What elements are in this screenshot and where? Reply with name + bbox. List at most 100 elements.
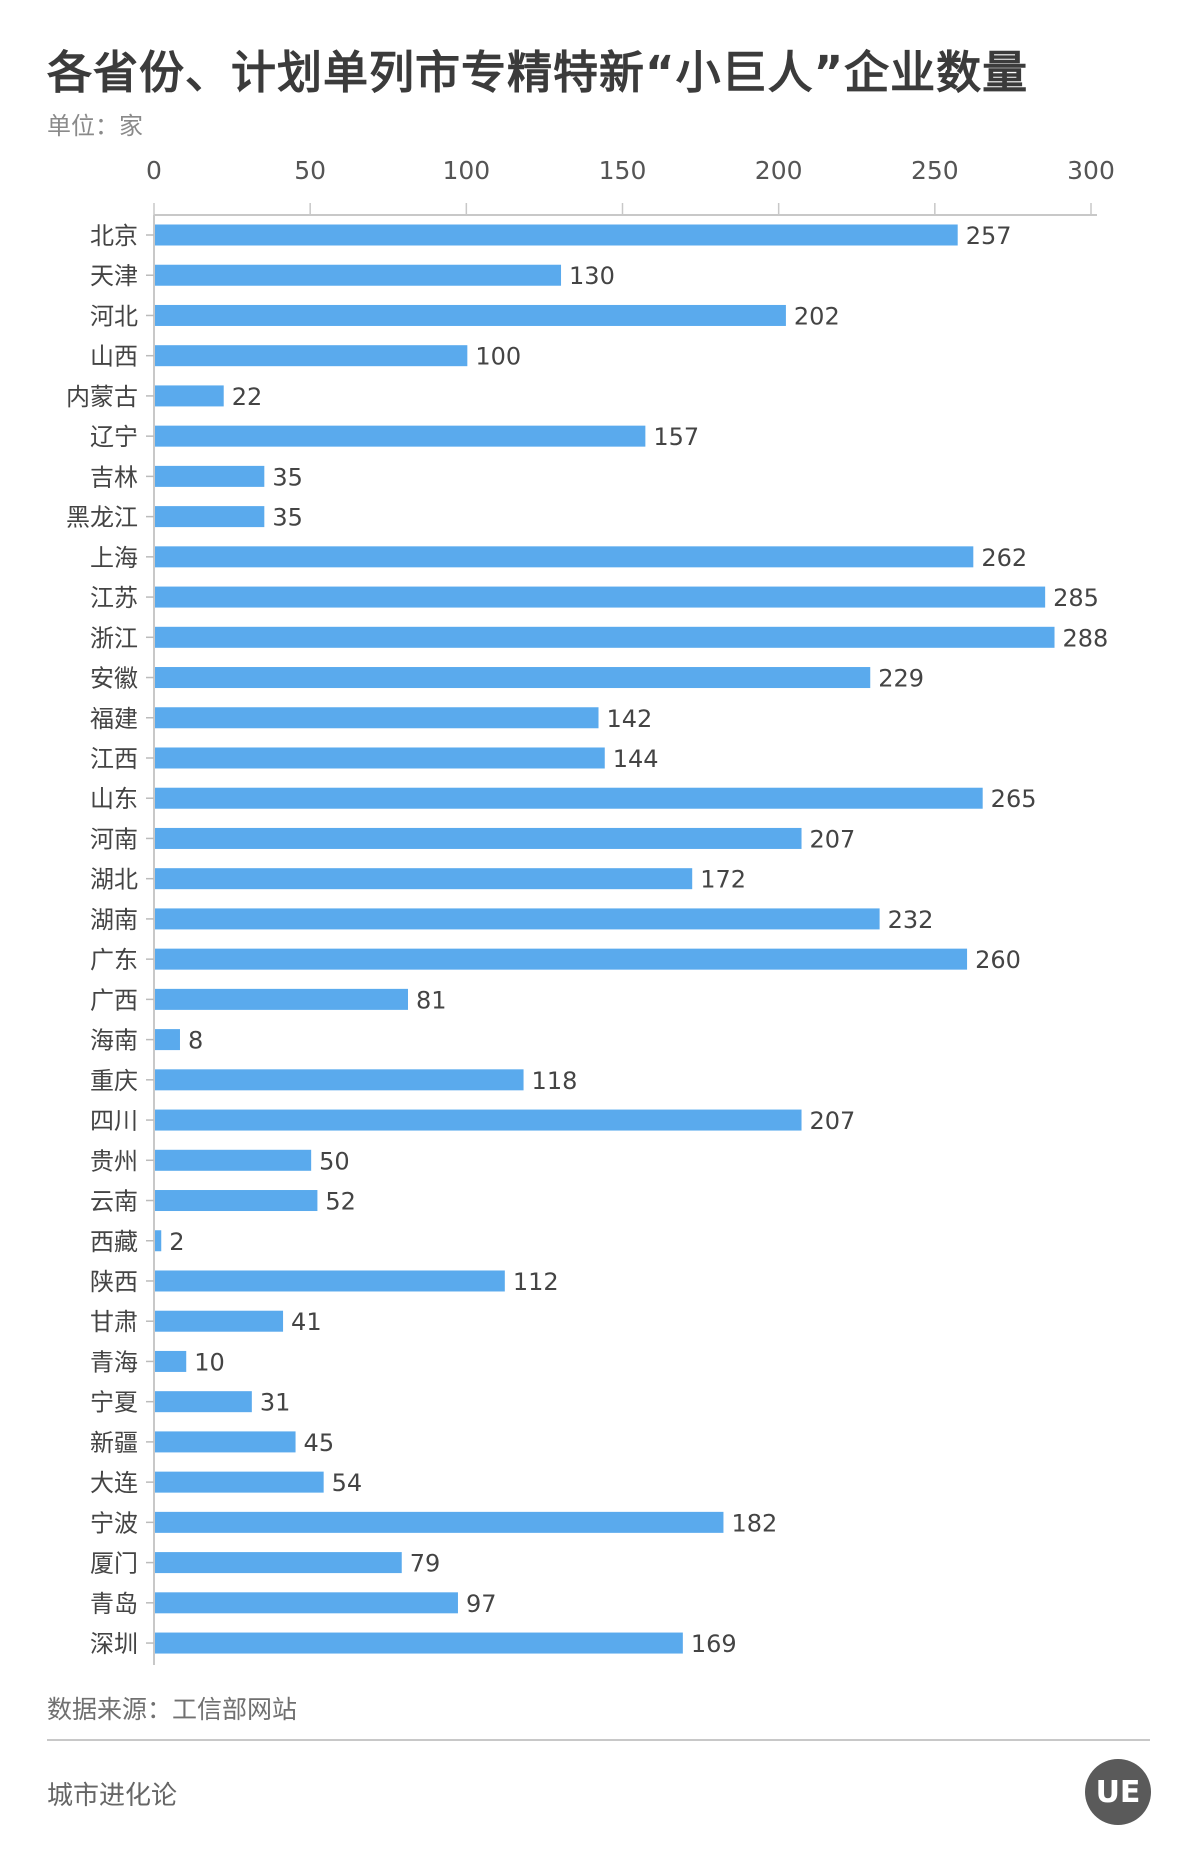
- bar: [155, 345, 468, 367]
- category-label: 大连: [90, 1469, 138, 1497]
- bar: [155, 586, 1046, 608]
- value-label: 31: [260, 1389, 291, 1417]
- category-label: 福建: [90, 705, 138, 733]
- category-label: 山西: [90, 343, 138, 371]
- value-label: 144: [613, 745, 659, 773]
- bar: [155, 1190, 318, 1212]
- category-label: 广西: [90, 986, 138, 1014]
- bar: [155, 988, 408, 1010]
- category-label: 宁夏: [90, 1389, 138, 1417]
- category-label: 新疆: [90, 1429, 138, 1457]
- x-tick-label: 250: [911, 156, 959, 185]
- category-label: 陕西: [90, 1268, 138, 1296]
- value-label: 35: [272, 504, 303, 532]
- value-label: 232: [888, 906, 934, 934]
- bar: [155, 1471, 324, 1493]
- bar: [155, 1149, 312, 1171]
- bar: [155, 1552, 402, 1574]
- bar: [155, 667, 871, 689]
- value-label: 81: [416, 986, 447, 1014]
- data-source: 数据来源：工信部网站: [47, 1695, 298, 1724]
- category-label: 广东: [90, 946, 138, 974]
- brand-logo: UE: [1085, 1759, 1151, 1825]
- x-tick-label: 0: [146, 156, 162, 185]
- value-label: 260: [975, 946, 1021, 974]
- category-label: 湖北: [90, 866, 138, 894]
- value-label: 2: [169, 1228, 184, 1256]
- value-label: 22: [232, 383, 263, 411]
- value-label: 169: [691, 1630, 737, 1658]
- category-label: 上海: [90, 544, 138, 572]
- category-label: 黑龙江: [66, 504, 138, 532]
- category-label: 四川: [90, 1107, 138, 1135]
- value-label: 10: [194, 1348, 225, 1376]
- category-label: 西藏: [90, 1228, 138, 1256]
- bar: [155, 1230, 162, 1252]
- bar: [155, 264, 562, 286]
- value-label: 52: [325, 1188, 356, 1216]
- bar: [155, 1109, 802, 1131]
- bar: [155, 425, 646, 447]
- bar: [155, 787, 983, 809]
- bar: [155, 948, 968, 970]
- bar: [155, 506, 265, 528]
- value-label: 257: [966, 222, 1012, 250]
- bar: [155, 908, 880, 930]
- category-label: 北京: [90, 222, 138, 250]
- value-label: 288: [1063, 624, 1109, 652]
- bar: [155, 1431, 296, 1453]
- bar: [155, 827, 802, 849]
- category-label: 青岛: [90, 1590, 138, 1618]
- category-label: 江苏: [90, 584, 138, 612]
- category-label: 湖南: [90, 906, 138, 934]
- bar: [155, 1029, 180, 1051]
- bar: [155, 626, 1055, 648]
- value-label: 35: [272, 463, 303, 491]
- value-label: 130: [569, 262, 615, 290]
- category-label: 甘肃: [90, 1308, 138, 1336]
- bar: [155, 1632, 683, 1654]
- chart-title: 各省份、计划单列市专精特新“小巨人”企业数量: [47, 46, 1029, 99]
- bar: [155, 1511, 724, 1533]
- category-label: 青海: [90, 1348, 138, 1376]
- category-label: 宁波: [90, 1509, 138, 1537]
- category-label: 安徽: [90, 665, 138, 693]
- value-label: 285: [1053, 584, 1099, 612]
- bar: [155, 546, 974, 568]
- value-label: 97: [466, 1590, 497, 1618]
- category-label: 浙江: [90, 624, 138, 652]
- x-tick-label: 100: [442, 156, 490, 185]
- category-label: 天津: [90, 262, 138, 290]
- brand-name: 城市进化论: [47, 1781, 178, 1811]
- value-label: 265: [991, 785, 1037, 813]
- category-label: 河北: [90, 302, 138, 330]
- value-label: 79: [410, 1550, 441, 1578]
- bar: [155, 1592, 458, 1614]
- category-label: 云南: [90, 1188, 138, 1216]
- value-label: 262: [981, 544, 1027, 572]
- value-label: 229: [878, 665, 924, 693]
- bar: [155, 1270, 505, 1292]
- x-tick-label: 150: [599, 156, 647, 185]
- divider: [47, 1739, 1150, 1741]
- category-label: 厦门: [90, 1550, 138, 1578]
- category-label: 江西: [90, 745, 138, 773]
- value-label: 202: [794, 302, 840, 330]
- value-label: 172: [700, 866, 746, 894]
- value-label: 118: [532, 1067, 578, 1095]
- bar: [155, 1069, 524, 1091]
- category-label: 重庆: [90, 1067, 138, 1095]
- x-tick-label: 300: [1067, 156, 1115, 185]
- bar: [155, 1350, 187, 1372]
- category-label: 深圳: [90, 1630, 138, 1658]
- value-label: 50: [319, 1147, 350, 1175]
- value-label: 207: [810, 1107, 856, 1135]
- value-label: 41: [291, 1308, 322, 1336]
- category-label: 贵州: [90, 1147, 138, 1175]
- bar: [155, 747, 605, 769]
- bar: [155, 304, 786, 326]
- value-label: 100: [475, 343, 521, 371]
- value-label: 182: [731, 1509, 777, 1537]
- bar: [155, 385, 224, 407]
